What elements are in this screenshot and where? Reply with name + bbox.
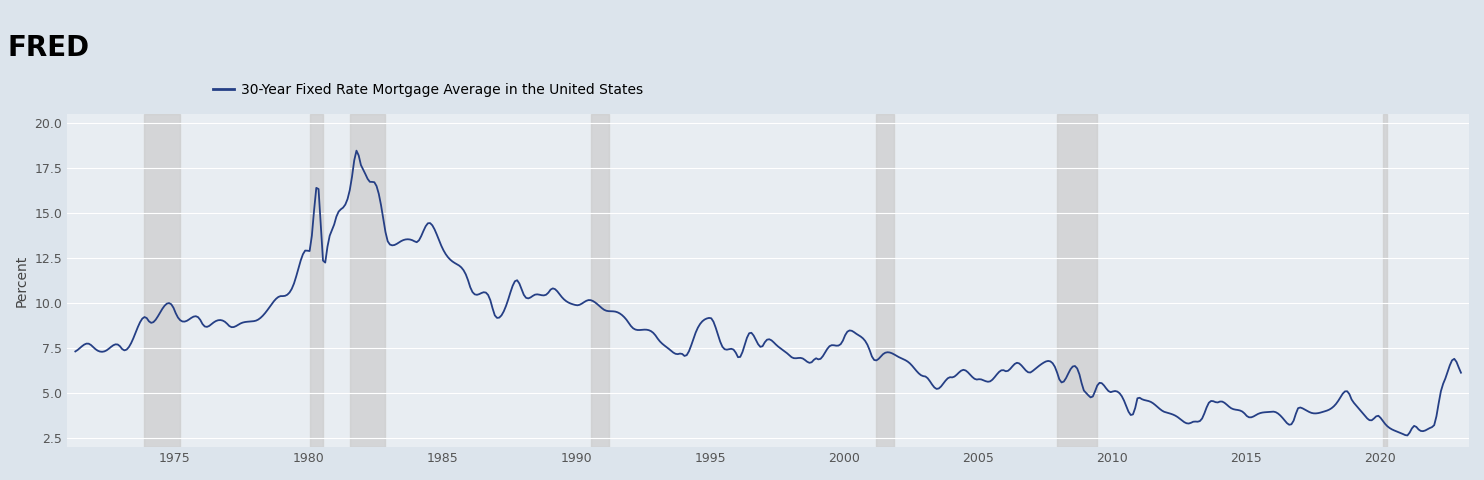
Legend: 30-Year Fixed Rate Mortgage Average in the United States: 30-Year Fixed Rate Mortgage Average in t… <box>208 77 649 102</box>
Y-axis label: Percent: Percent <box>15 254 30 307</box>
Bar <box>144 114 180 447</box>
Bar <box>310 114 324 447</box>
Bar <box>1057 114 1097 447</box>
Bar <box>1383 114 1388 447</box>
Bar <box>350 114 386 447</box>
Text: FRED: FRED <box>7 34 89 61</box>
Bar <box>877 114 895 447</box>
Bar <box>591 114 608 447</box>
